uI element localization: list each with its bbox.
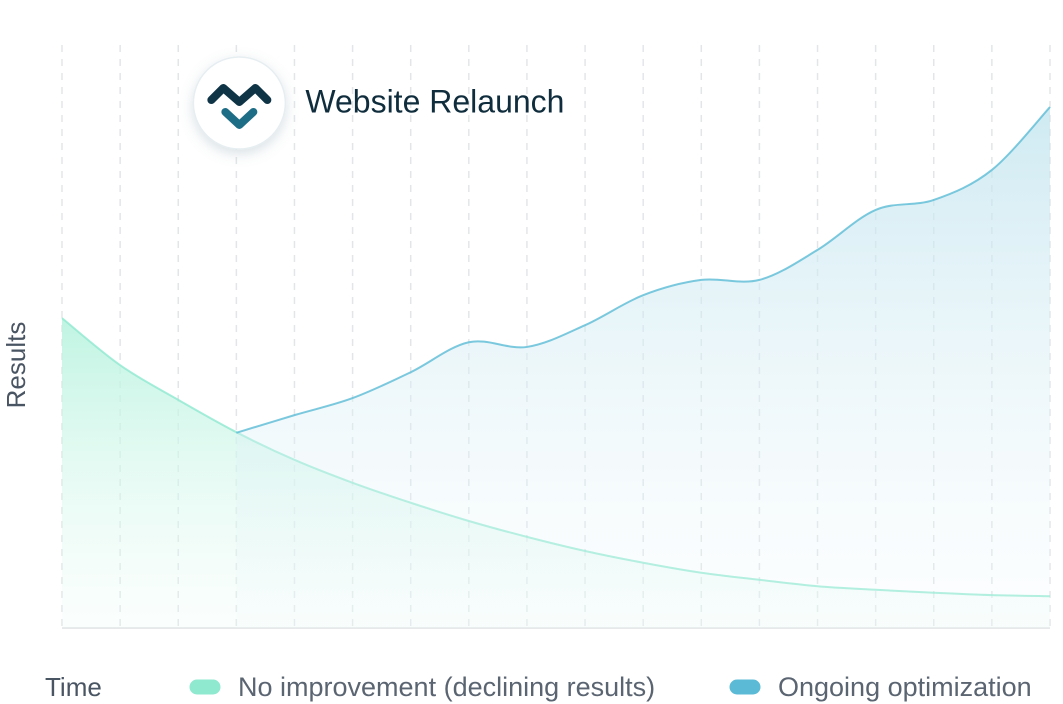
legend-label: Ongoing optimization: [778, 672, 1032, 702]
legend-label: No improvement (declining results): [238, 672, 655, 702]
logo: [207, 84, 272, 106]
annotation-text: Website Relaunch: [305, 83, 564, 119]
series-line: [236, 106, 1051, 434]
y-axis-label: Results: [1, 322, 31, 409]
x-axis-label: Time: [45, 672, 102, 702]
annotation: Website Relaunch: [192, 56, 564, 624]
area-fill: [236, 107, 1051, 629]
legend-swatch: [189, 679, 221, 695]
areas: [61, 106, 1051, 629]
legend-swatch: [729, 679, 761, 695]
logo: [221, 108, 258, 129]
legend: No improvement (declining results) Ongoin…: [189, 672, 1032, 702]
